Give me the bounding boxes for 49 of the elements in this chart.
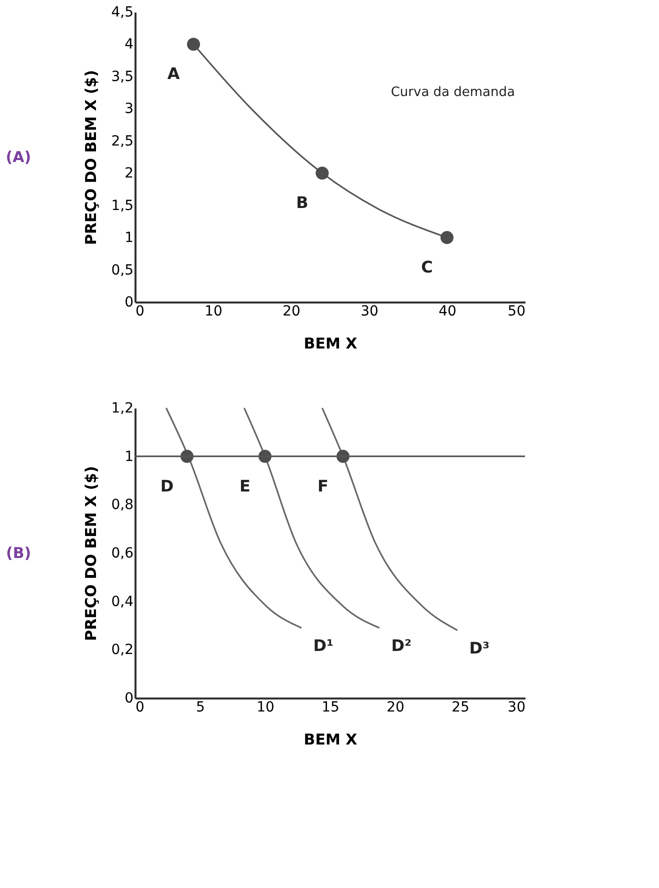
y-tick-label: 0,5: [111, 262, 134, 278]
annotation: A: [167, 64, 180, 84]
x-tick-label: 40: [438, 304, 456, 320]
series-label: D³: [469, 638, 490, 658]
y-tick-label: 2: [124, 166, 134, 182]
line-series: [321, 407, 458, 632]
point: [440, 231, 454, 244]
y-tick-label: 1,5: [111, 198, 134, 214]
point: [316, 166, 329, 180]
y-tick-label: 4,5: [111, 4, 134, 20]
annotation: E: [240, 476, 250, 496]
x-tick-label: 25: [452, 700, 470, 716]
x-tick-label: 15: [322, 700, 340, 716]
x-tick-label: 30: [360, 304, 378, 320]
series-label: D²: [391, 636, 412, 655]
y-axis-title: PREÇO DO BEM X ($): [82, 466, 100, 641]
y-tick-label: 4: [124, 36, 134, 53]
y-tick-label: 1: [124, 230, 134, 246]
x-axis-title: BEM X: [304, 334, 358, 352]
y-tick-label: 3,5: [111, 68, 134, 85]
y-tick-label: 3: [124, 101, 134, 118]
y-tick-label: 1: [124, 448, 134, 465]
y-tick-label: 2,5: [111, 133, 134, 150]
y-tick-label: 0,8: [111, 497, 134, 514]
y-tick-label: 0,2: [111, 642, 134, 658]
point: [186, 38, 200, 51]
x-tick-label: 0: [136, 700, 144, 716]
x-tick-label: 20: [282, 304, 300, 320]
line-series: [243, 407, 380, 629]
y-tick-label: 1,2: [111, 400, 134, 416]
x-tick-label: 50: [508, 304, 526, 320]
text: (A): [6, 148, 32, 166]
x-axis-title: BEM X: [304, 730, 358, 748]
text: (B): [6, 544, 32, 562]
x-tick-label: 0: [136, 304, 144, 320]
y-axis-title: PREÇO DO BEM X ($): [82, 70, 100, 245]
x-tick-label: 10: [204, 304, 222, 320]
annotation: D: [160, 476, 174, 496]
x-tick-label: 30: [508, 700, 526, 716]
annotation: Curva da demanda: [390, 85, 515, 100]
y-tick-label: 0,4: [111, 594, 134, 610]
x-tick-label: 10: [256, 700, 274, 716]
annotation: F: [318, 476, 328, 496]
annotation: B: [296, 193, 308, 212]
annotation: C: [421, 258, 433, 277]
x-tick-label: 20: [386, 700, 404, 716]
y-tick-label: 0,6: [111, 546, 134, 562]
x-tick-label: 5: [196, 700, 205, 716]
series-label: D¹: [313, 636, 334, 655]
